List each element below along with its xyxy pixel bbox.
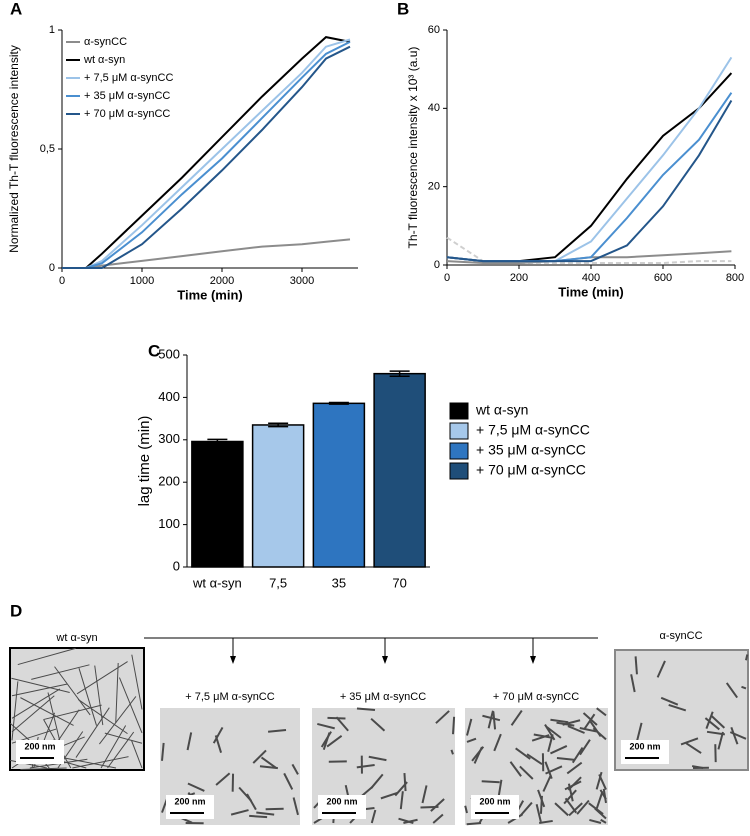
y-tick-label: 60 <box>428 24 440 36</box>
y-tick-label: 0 <box>49 262 55 274</box>
x-tick-label: 70 <box>392 575 406 590</box>
x-tick-label: 2000 <box>210 275 234 287</box>
micrograph-title: + 35 μM α-synCC <box>340 691 426 703</box>
fiber <box>404 773 405 791</box>
x-axis-label: Time (min) <box>558 284 624 299</box>
y-tick-label: 40 <box>428 102 440 114</box>
bar <box>313 403 364 567</box>
x-tick-label: 400 <box>582 272 600 284</box>
x-tick-label: 1000 <box>130 275 154 287</box>
x-tick-label: 800 <box>726 272 744 284</box>
legend-swatch <box>450 423 468 439</box>
y-tick-label: 1 <box>49 24 55 36</box>
x-tick-label: 200 <box>510 272 528 284</box>
y-tick-label: 0,5 <box>40 143 55 155</box>
x-tick-label: 7,5 <box>269 575 287 590</box>
legend-label: wt α-syn <box>475 402 528 418</box>
y-tick-label: 0 <box>434 259 440 271</box>
y-axis-label: lag time (min) <box>136 416 153 507</box>
x-axis-label: Time (min) <box>177 287 243 302</box>
arrow-head <box>230 656 236 664</box>
y-tick-label: 0 <box>173 558 180 573</box>
legend-swatch <box>450 443 468 459</box>
micrograph-title: + 70 μM α-synCC <box>493 691 579 703</box>
panel-label: B <box>397 0 409 18</box>
legend-label: + 70 μM α-synCC <box>84 108 170 120</box>
x-tick-label: wt α-syn <box>192 575 242 590</box>
panel-label: D <box>10 601 22 620</box>
series-line <box>447 73 731 261</box>
fiber <box>453 717 454 734</box>
scale-label: 200 nm <box>174 796 205 806</box>
micrograph-title: wt α-syn <box>55 632 97 644</box>
series-line <box>447 57 731 261</box>
x-tick-label: 0 <box>59 275 65 287</box>
scale-label: 200 nm <box>479 796 510 806</box>
x-tick-label: 600 <box>654 272 672 284</box>
legend-label: + 35 μM α-synCC <box>84 90 170 102</box>
series-line <box>447 93 731 261</box>
fiber <box>467 823 481 824</box>
scale-label: 200 nm <box>629 741 660 751</box>
series-line <box>447 101 731 262</box>
bar <box>192 441 243 567</box>
x-tick-label: 35 <box>332 575 346 590</box>
scale-label: 200 nm <box>326 796 357 806</box>
legend-label: α-synCC <box>84 36 127 48</box>
legend-label: + 7,5 μM α-synCC <box>476 422 590 438</box>
bar <box>253 425 304 567</box>
bar <box>374 374 425 567</box>
legend-label: + 7,5 μM α-synCC <box>84 72 173 84</box>
legend-swatch <box>450 463 468 479</box>
legend-label: wt α-syn <box>83 54 125 66</box>
fiber <box>249 816 267 817</box>
y-tick-label: 20 <box>428 181 440 193</box>
micrograph-title: + 7,5 μM α-synCC <box>185 691 274 703</box>
arrow-head <box>382 656 388 664</box>
legend-label: + 35 μM α-synCC <box>476 442 586 458</box>
panel-label: A <box>10 0 22 18</box>
arrow-head <box>530 656 536 664</box>
y-tick-label: 500 <box>158 346 180 361</box>
y-tick-label: 200 <box>158 474 180 489</box>
y-axis-label: Th-T fluorescence intensity x 10³ (a.u) <box>406 47 420 249</box>
scale-label: 200 nm <box>24 741 55 751</box>
fiber <box>746 654 747 660</box>
x-tick-label: 0 <box>444 272 450 284</box>
y-tick-label: 400 <box>158 389 180 404</box>
fiber <box>420 807 438 808</box>
y-tick-label: 100 <box>158 516 180 531</box>
legend-label: + 70 μM α-synCC <box>476 462 586 478</box>
series-line <box>62 239 350 268</box>
y-axis-label: Normalized Th-T fluorescence intensity <box>7 45 21 253</box>
micrograph-title: α-synCC <box>659 630 702 642</box>
fiber <box>636 656 637 674</box>
fiber <box>541 796 542 814</box>
x-tick-label: 3000 <box>290 275 314 287</box>
legend-swatch <box>450 403 468 419</box>
fiber <box>482 781 500 782</box>
y-tick-label: 300 <box>158 431 180 446</box>
